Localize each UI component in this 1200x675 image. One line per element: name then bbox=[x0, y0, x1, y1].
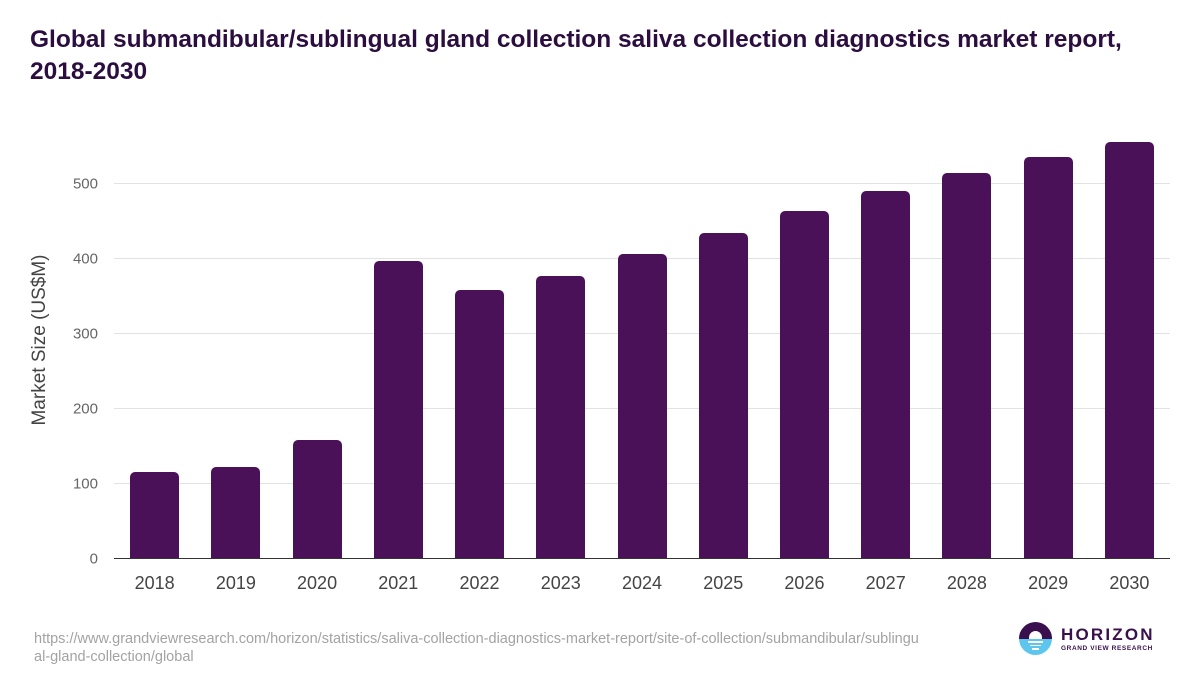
bar-2022[interactable] bbox=[455, 290, 505, 558]
logo-subtitle: GRAND VIEW RESEARCH bbox=[1061, 645, 1153, 652]
bar-2023[interactable] bbox=[536, 276, 586, 558]
x-tick-label: 2026 bbox=[784, 573, 825, 593]
y-tick-label: 200 bbox=[72, 400, 98, 418]
bar-2024[interactable] bbox=[617, 254, 667, 558]
x-tick-label: 2028 bbox=[946, 573, 987, 593]
bar-2029[interactable] bbox=[1023, 156, 1073, 558]
bar-2018[interactable] bbox=[130, 471, 180, 558]
bar-2020[interactable] bbox=[292, 440, 342, 558]
y-tick-label: 400 bbox=[72, 250, 98, 268]
y-tick-label: 300 bbox=[72, 325, 98, 343]
bar-2021[interactable] bbox=[373, 261, 423, 558]
x-tick-label: 2025 bbox=[703, 573, 744, 593]
bar-2027[interactable] bbox=[861, 191, 911, 558]
x-tick-label: 2030 bbox=[1109, 573, 1150, 593]
horizon-sun-logo-icon bbox=[1019, 622, 1052, 655]
source-url[interactable]: https://www.grandviewresearch.com/horizo… bbox=[34, 631, 919, 665]
x-tick-label: 2021 bbox=[378, 573, 419, 593]
logo-wordmark: HORIZON bbox=[1061, 625, 1155, 644]
y-tick-label: 100 bbox=[72, 475, 98, 493]
x-tick-label: 2029 bbox=[1028, 573, 1069, 593]
x-tick-label: 2024 bbox=[621, 573, 663, 593]
bar-2025[interactable] bbox=[698, 232, 748, 558]
x-tick-label: 2027 bbox=[865, 573, 906, 593]
horizon-logo[interactable]: HORIZON GRAND VIEW RESEARCH bbox=[1019, 622, 1159, 656]
x-axis-line bbox=[114, 558, 1170, 559]
x-tick-label: 2022 bbox=[459, 573, 500, 593]
y-tick-label: 500 bbox=[72, 175, 98, 193]
x-tick-label: 2018 bbox=[134, 573, 175, 593]
bar-2026[interactable] bbox=[779, 210, 829, 558]
bar-2028[interactable] bbox=[942, 172, 992, 558]
x-tick-label: 2019 bbox=[215, 573, 256, 593]
x-tick-label: 2023 bbox=[540, 573, 581, 593]
bar-2019[interactable] bbox=[211, 467, 261, 558]
x-tick-label: 2020 bbox=[297, 573, 338, 593]
bar-2030[interactable] bbox=[1104, 141, 1154, 558]
y-tick-label: 0 bbox=[89, 550, 98, 568]
chart-title: Global submandibular/sublingual gland co… bbox=[30, 26, 1122, 85]
gridline bbox=[114, 183, 1170, 184]
